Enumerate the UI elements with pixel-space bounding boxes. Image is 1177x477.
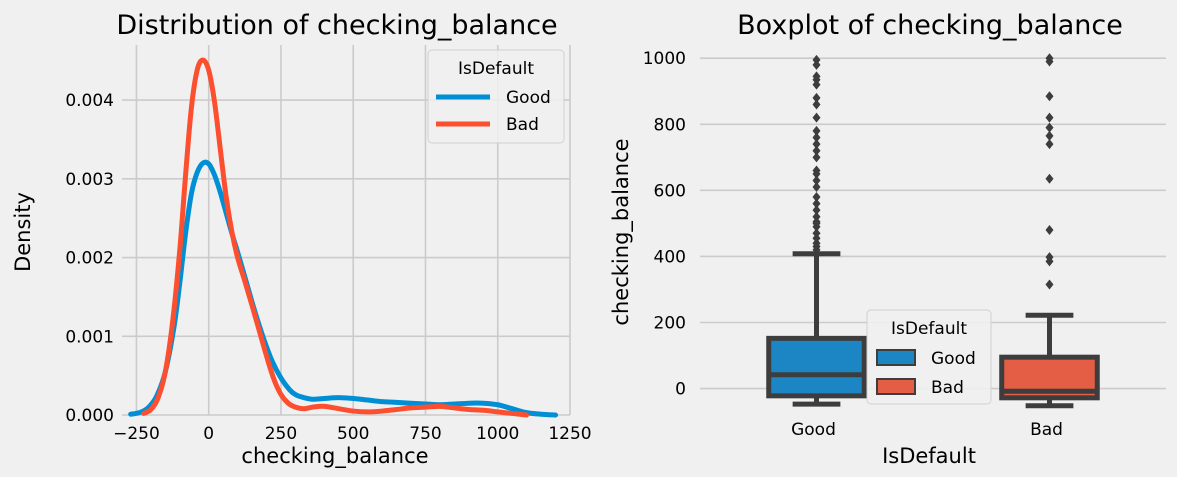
kde-x-tick-label: 0: [203, 424, 214, 444]
box-outlier-good: [812, 198, 821, 209]
box-title: Boxplot of checking_balance: [737, 10, 1123, 41]
box-legend-swatch-good: [876, 349, 916, 366]
box-outlier-bad: [1045, 279, 1054, 290]
box-outlier-bad: [1045, 139, 1054, 150]
kde-y-tick-label: 0.002: [65, 249, 114, 269]
box-y-tick-label: 200: [654, 314, 686, 334]
box-outlier-good: [812, 112, 821, 123]
box-outlier-good: [812, 71, 821, 82]
box-outlier-bad: [1045, 173, 1054, 184]
box-outlier-good: [812, 145, 821, 156]
kde-legend-title: IsDefault: [458, 59, 534, 79]
box-ylabel: checking_balance: [609, 138, 634, 325]
box-tick-labels: 0 200 400 600 800 1000 Good Bad: [643, 49, 1063, 440]
box-y-tick-label: 600: [654, 181, 686, 201]
kde-x-tick-label: 1000: [476, 424, 519, 444]
kde-legend-label-good: Good: [506, 88, 551, 108]
kde-x-tick-label: 250: [265, 424, 297, 444]
kde-ylabel: Density: [11, 192, 35, 272]
box-grid: [700, 57, 1166, 390]
box-outlier-good: [812, 175, 821, 186]
box-x-tick-label: Bad: [1030, 420, 1063, 440]
box-x-tick-label: Good: [791, 420, 836, 440]
kde-tick-labels: −250 0 250 500 750 1000 1250 0.000 0.001 0.002 0.0…: [65, 91, 591, 444]
kde-legend-label-bad: Bad: [506, 115, 539, 135]
box-legend: IsDefault Good Bad: [866, 309, 992, 405]
kde-xlabel: checking_balance: [241, 444, 428, 469]
kde-y-tick-label: 0.001: [65, 327, 114, 347]
box-outlier-good: [812, 191, 821, 202]
kde-legend: IsDefault Good Bad: [427, 49, 565, 144]
box-panel: Boxplot of checking_balance 0 200 400 600 80…: [609, 10, 1166, 468]
box-outlier-bad: [1045, 122, 1054, 133]
kde-x-tick-label: 1250: [548, 424, 591, 444]
box-outlier-bad: [1045, 252, 1054, 263]
box-y-tick-label: 0: [675, 380, 686, 400]
kde-x-tick-label: 500: [337, 424, 369, 444]
box-outlier-bad: [1045, 53, 1054, 64]
box-outlier-good: [812, 205, 821, 216]
box-outlier-good: [812, 132, 821, 143]
kde-y-tick-label: 0.003: [65, 170, 114, 190]
box-y-tick-label: 400: [654, 247, 686, 267]
box-outlier-bad: [1045, 112, 1054, 123]
box-outlier-good: [812, 182, 821, 193]
kde-legend-frame: [427, 49, 565, 144]
kde-y-tick-label: 0.004: [65, 91, 114, 111]
kde-x-tick-label: −250: [113, 424, 160, 444]
box-iqr-good: [766, 335, 867, 399]
box-legend-label-good: Good: [931, 349, 976, 369]
box-legend-swatch-bad: [876, 378, 916, 395]
box-outlier-good: [812, 99, 821, 110]
kde-lines: [128, 57, 559, 418]
box-xlabel: IsDefault: [882, 444, 976, 468]
box-y-tick-label: 800: [654, 115, 686, 135]
kde-line-good: [128, 159, 559, 418]
box-legend-label-bad: Bad: [931, 378, 964, 398]
box-outlier-bad: [1045, 91, 1054, 102]
box-outlier-good: [812, 211, 821, 222]
box-outlier-good: [812, 139, 821, 150]
kde-panel: Distribution of checking_balance −250 0 25…: [11, 10, 592, 469]
kde-y-tick-label: 0.000: [65, 406, 114, 426]
box-marks: [766, 53, 1100, 409]
box-outlier-good: [812, 54, 821, 65]
box-outlier-good: [812, 125, 821, 136]
kde-title: Distribution of checking_balance: [116, 10, 557, 41]
box-outlier-good: [812, 165, 821, 176]
box-outlier-good: [812, 92, 821, 103]
kde-line-bad: [141, 57, 530, 418]
box-outlier-bad: [1045, 225, 1054, 235]
box-outlier-good: [812, 228, 821, 239]
box-outlier-good: [812, 152, 821, 163]
box-outlier-bad: [1045, 130, 1054, 141]
box-y-tick-label: 1000: [643, 49, 686, 69]
box-legend-title: IsDefault: [891, 319, 967, 339]
kde-x-tick-label: 750: [409, 424, 441, 444]
